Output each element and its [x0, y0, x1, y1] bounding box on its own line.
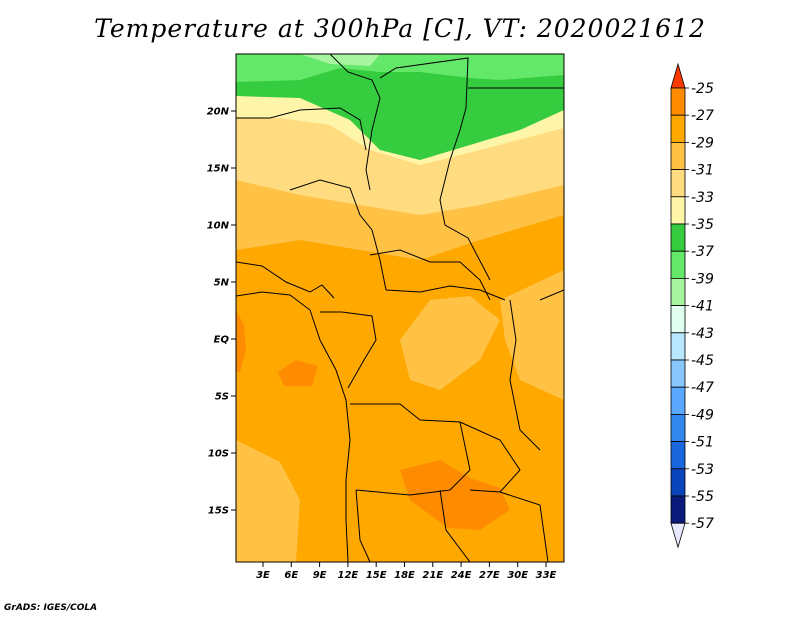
field-band-sahel [236, 115, 564, 215]
coast-west [236, 291, 351, 562]
lon-tick-label: 30E [507, 570, 528, 581]
colorbar-swatch [670, 305, 686, 334]
colorbar: -25 -27 -29 -31 -33 -35 -37 -39 -41 -43 -45 -47 -49 -… [670, 62, 714, 549]
colorbar-label: -57 [691, 516, 714, 532]
border-botswana [439, 489, 471, 562]
lat-tick-label: 20N [207, 107, 230, 118]
chart-title: Temperature at 300hPa [C], VT: 202002161… [94, 14, 706, 43]
field-band-light-green [236, 54, 564, 82]
colorbar-swatch [670, 141, 686, 170]
lat-tick-label: 10N [207, 221, 230, 232]
colorbar-label: -37 [691, 244, 714, 260]
lat-tick-label: 15N [207, 164, 230, 175]
lon-tick-label: 12E [338, 570, 359, 581]
lon-tick-label: 27E [479, 570, 500, 581]
grads-credit: GrADS: IGES/COLA [4, 603, 98, 613]
colorbar-label: -29 [691, 135, 714, 151]
colorbar-label: -35 [691, 217, 714, 233]
colorbar-swatch [670, 196, 686, 225]
field-band-south-west [236, 440, 300, 562]
colorbar-swatch [670, 468, 686, 497]
colorbar-label: -51 [691, 435, 714, 451]
colorbar-arrow-top [670, 62, 686, 89]
border-car [369, 249, 491, 301]
border-west-coast [236, 261, 335, 299]
lat-tick-label: 15S [208, 506, 229, 517]
border-niger-nigeria [236, 107, 367, 151]
border-chad-sudan [379, 57, 491, 281]
map-frame [235, 53, 565, 563]
field-band-east [500, 270, 564, 400]
temperature-field [236, 54, 564, 562]
colorbar-label: -33 [691, 190, 714, 206]
colorbar-label: -55 [691, 489, 714, 505]
field-band-pale-green [300, 54, 380, 66]
colorbar-swatch [670, 413, 686, 442]
lon-tick-label: 15E [366, 570, 387, 581]
lon-tick-label: 33E [536, 570, 557, 581]
border-sahara [329, 54, 381, 191]
lon-tick-label: 6E [284, 570, 298, 581]
colorbar-arrow-bottom [670, 522, 686, 549]
field-warm-gulf [278, 360, 318, 386]
lat-tick-label: 5N [214, 278, 230, 289]
lon-tick-label: 18E [394, 570, 415, 581]
border-angola [350, 403, 471, 496]
colorbar-swatch [670, 114, 686, 143]
colorbar-label: -41 [691, 299, 714, 315]
border-gabon-congo [320, 311, 377, 389]
colorbar-swatch [670, 441, 686, 470]
field-warm-south [400, 460, 510, 530]
colorbar-label: -27 [691, 108, 714, 124]
country-borders [236, 54, 564, 562]
colorbar-swatch [670, 250, 686, 279]
border-zimbabwe [499, 491, 549, 562]
latitude-axis: 20N 15N 10N 5N EQ 5S 10S 15S [207, 107, 236, 517]
lon-tick-label: 3E [256, 570, 270, 581]
colorbar-label: -45 [691, 353, 714, 369]
border-east-lakes [509, 299, 541, 451]
lon-tick-label: 21E [422, 570, 443, 581]
border-nigeria-cameroon [289, 179, 387, 291]
colorbar-label: -49 [691, 407, 714, 423]
field-band-central [400, 296, 500, 390]
field-band-green [236, 54, 564, 160]
lat-tick-label: 10S [208, 449, 229, 460]
lat-tick-label: EQ [214, 335, 230, 346]
colorbar-label: -53 [691, 462, 714, 478]
colorbar-swatch [670, 332, 686, 361]
colorbar-label: -43 [691, 326, 714, 342]
colorbar-swatch [670, 277, 686, 306]
field-warm-west-coast [236, 310, 246, 372]
longitude-axis: 3E 6E 9E 12E 15E 18E 21E 24E 27E 30E 33E [256, 562, 557, 581]
border-drc-north [385, 285, 506, 301]
border-zambia [459, 421, 521, 493]
colorbar-label: -25 [691, 81, 714, 97]
colorbar-swatch [670, 223, 686, 252]
colorbar-swatch [670, 386, 686, 415]
lon-tick-label: 24E [451, 570, 472, 581]
colorbar-swatch [670, 169, 686, 198]
lat-tick-label: 5S [215, 392, 229, 403]
colorbar-label: -47 [691, 380, 714, 396]
border-kenya-tanzania [539, 289, 564, 301]
lon-tick-label: 9E [313, 570, 327, 581]
colorbar-swatch [670, 359, 686, 388]
colorbar-label: -31 [691, 163, 714, 179]
border-namibia [355, 489, 371, 562]
colorbar-swatch [670, 495, 686, 524]
colorbar-swatch [670, 87, 686, 116]
colorbar-label: -39 [691, 271, 714, 287]
